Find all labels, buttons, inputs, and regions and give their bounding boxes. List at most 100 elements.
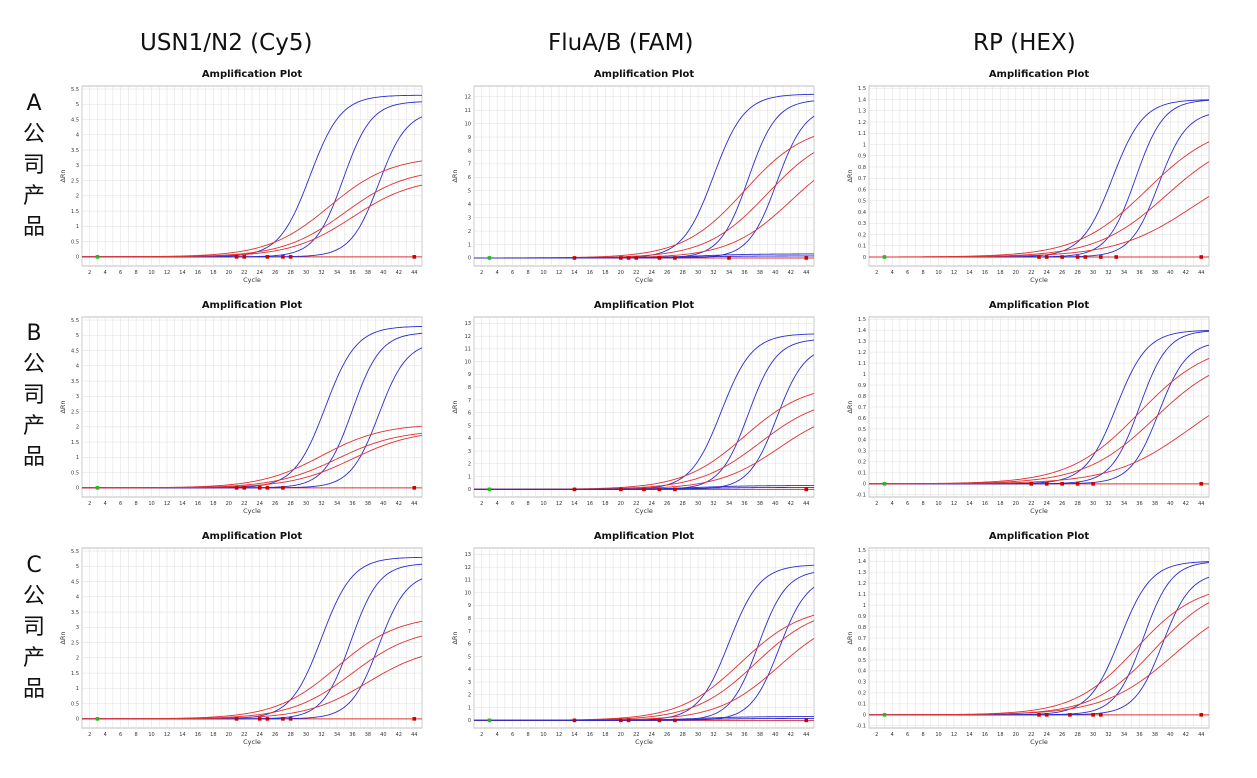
- x-tick-label: 4: [104, 732, 107, 738]
- x-tick-label: 2: [480, 270, 483, 276]
- y-axis-label: ΔRn: [451, 400, 459, 413]
- column-title-cy5: USN1/N2 (Cy5): [140, 30, 313, 56]
- y-tick-label: 1.2: [858, 120, 866, 126]
- baseline-start-marker: [487, 256, 492, 260]
- x-tick-label: 14: [966, 270, 972, 276]
- baseline-end-marker: [572, 256, 577, 260]
- x-tick-label: 38: [365, 270, 371, 276]
- y-tick-label: 5: [468, 189, 471, 195]
- x-tick-label: 40: [380, 270, 386, 276]
- x-tick-label: 32: [710, 501, 716, 507]
- y-tick-label: 2: [468, 462, 471, 468]
- x-tick-label: 24: [257, 501, 263, 507]
- x-tick-label: 14: [966, 732, 972, 738]
- x-tick-label: 34: [726, 501, 732, 507]
- y-tick-label: 0.7: [858, 636, 866, 642]
- y-tick-label: 3.5: [71, 379, 79, 385]
- y-tick-label: 0.9: [858, 614, 866, 620]
- x-tick-label: 40: [1167, 732, 1173, 738]
- y-tick-label: 0.6: [858, 416, 866, 422]
- y-tick-label: 2: [468, 693, 471, 699]
- y-tick-label: 4.5: [71, 117, 79, 123]
- y-tick-label: 1.5: [858, 317, 866, 323]
- x-tick-label: 10: [148, 270, 154, 276]
- row-label-char: 产: [22, 184, 45, 209]
- x-tick-label: 22: [241, 732, 247, 738]
- amplification-plot-panel: Amplification Plot 2 4 6 8 10 12 14 16 18 20 22 24 26…: [50, 66, 430, 298]
- x-tick-label: 8: [526, 501, 529, 507]
- x-tick-label: 16: [195, 732, 201, 738]
- plot-title: Amplification Plot: [202, 69, 303, 80]
- x-tick-label: 18: [210, 270, 216, 276]
- baseline-end-marker: [619, 718, 623, 723]
- x-tick-label: 36: [349, 732, 355, 738]
- x-tick-label: 28: [679, 501, 685, 507]
- baseline-end-marker: [634, 256, 639, 260]
- y-tick-label: 0: [863, 482, 866, 488]
- x-tick-label: 2: [875, 732, 878, 738]
- y-axis-label: ΔRn: [846, 631, 854, 644]
- x-tick-label: 6: [511, 732, 514, 738]
- baseline-end-marker: [572, 487, 577, 492]
- x-tick-label: 38: [757, 732, 763, 738]
- x-tick-label: 32: [318, 732, 324, 738]
- y-tick-label: 0.4: [858, 210, 866, 216]
- x-tick-label: 4: [496, 270, 499, 276]
- x-tick-label: 16: [195, 501, 201, 507]
- amplification-plot-panel: Amplification Plot 2 4 6 8 10 12 14 16 18 20 22 24 26…: [837, 528, 1217, 760]
- x-tick-label: 34: [1121, 270, 1127, 276]
- x-tick-label: 2: [875, 501, 878, 507]
- row-label-char: 品: [22, 677, 45, 702]
- x-tick-label: 10: [148, 501, 154, 507]
- x-tick-label: 44: [1198, 270, 1204, 276]
- baseline-end-marker: [657, 256, 662, 260]
- x-tick-label: 30: [303, 270, 309, 276]
- x-tick-label: 14: [179, 270, 185, 276]
- amplification-plot-panel: Amplification Plot 2 4 6 8 10 12 14 16 18 20 22 24 26…: [442, 297, 822, 529]
- y-tick-label: 4: [76, 364, 79, 370]
- x-tick-label: 32: [710, 270, 716, 276]
- baseline-end-marker: [1199, 482, 1204, 486]
- x-tick-label: 42: [396, 501, 402, 507]
- y-tick-label: 4: [468, 436, 471, 442]
- x-tick-label: 26: [272, 501, 278, 507]
- x-tick-label: 22: [1028, 732, 1034, 738]
- y-tick-label: -0.1: [856, 724, 866, 730]
- x-tick-label: 28: [679, 732, 685, 738]
- x-tick-label: 30: [303, 732, 309, 738]
- plot-title: Amplification Plot: [989, 531, 1090, 542]
- x-tick-label: 32: [710, 732, 716, 738]
- y-tick-label: 11: [465, 108, 471, 114]
- x-tick-label: 26: [664, 732, 670, 738]
- baseline-end-marker: [234, 717, 239, 721]
- x-tick-label: 6: [906, 501, 909, 507]
- baseline-end-marker: [242, 486, 247, 490]
- x-tick-label: 14: [966, 501, 972, 507]
- x-tick-label: 6: [906, 270, 909, 276]
- x-tick-label: 36: [741, 501, 747, 507]
- x-tick-label: 12: [951, 501, 957, 507]
- x-tick-label: 42: [396, 732, 402, 738]
- x-tick-label: 6: [511, 270, 514, 276]
- x-tick-label: 20: [618, 732, 624, 738]
- x-tick-label: 20: [618, 501, 624, 507]
- x-tick-label: 2: [88, 501, 91, 507]
- x-tick-label: 22: [1028, 501, 1034, 507]
- x-tick-label: 10: [935, 270, 941, 276]
- x-tick-label: 18: [602, 732, 608, 738]
- y-tick-label: 1.2: [858, 350, 866, 356]
- x-tick-label: 38: [365, 501, 371, 507]
- x-tick-label: 2: [480, 501, 483, 507]
- y-axis-label: ΔRn: [451, 169, 459, 182]
- baseline-end-marker: [234, 255, 239, 259]
- baseline-end-marker: [1060, 255, 1064, 259]
- x-tick-label: 40: [772, 270, 778, 276]
- y-tick-label: 1.2: [858, 581, 866, 587]
- x-tick-label: 26: [272, 732, 278, 738]
- x-axis-label: Cycle: [243, 276, 261, 284]
- x-tick-label: 10: [935, 501, 941, 507]
- x-tick-label: 22: [1028, 270, 1034, 276]
- row-label-char: 公: [22, 352, 45, 377]
- baseline-end-marker: [1068, 713, 1072, 717]
- baseline-end-marker: [1037, 713, 1041, 717]
